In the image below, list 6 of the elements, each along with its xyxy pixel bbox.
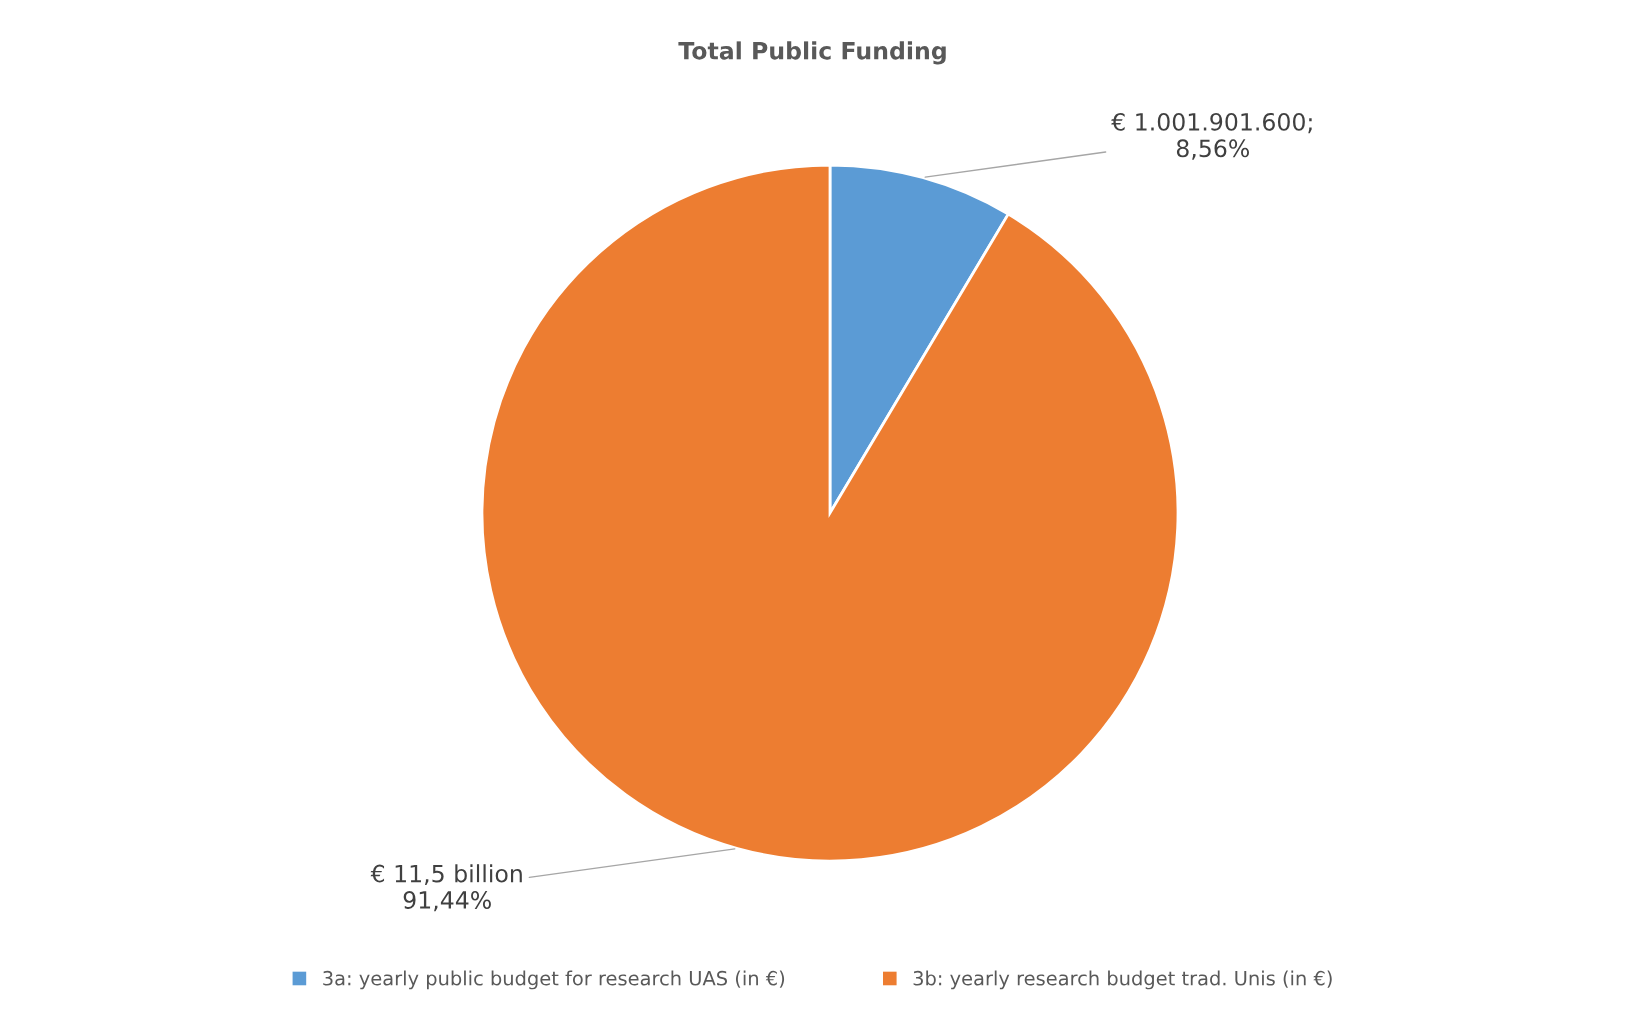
legend-label: 3a: yearly public budget for research UAS (in €) bbox=[323, 970, 785, 990]
pie-slice bbox=[480, 163, 1180, 863]
legend-label: 3b: yearly research budget trad. Unis (in €) bbox=[913, 970, 1332, 990]
chart-title: Total Public Funding bbox=[678, 41, 946, 65]
data-label: € 1.001.901.600; 8,56% bbox=[1111, 112, 1312, 160]
data-label: € 11,5 billion 91,44% bbox=[370, 864, 522, 912]
